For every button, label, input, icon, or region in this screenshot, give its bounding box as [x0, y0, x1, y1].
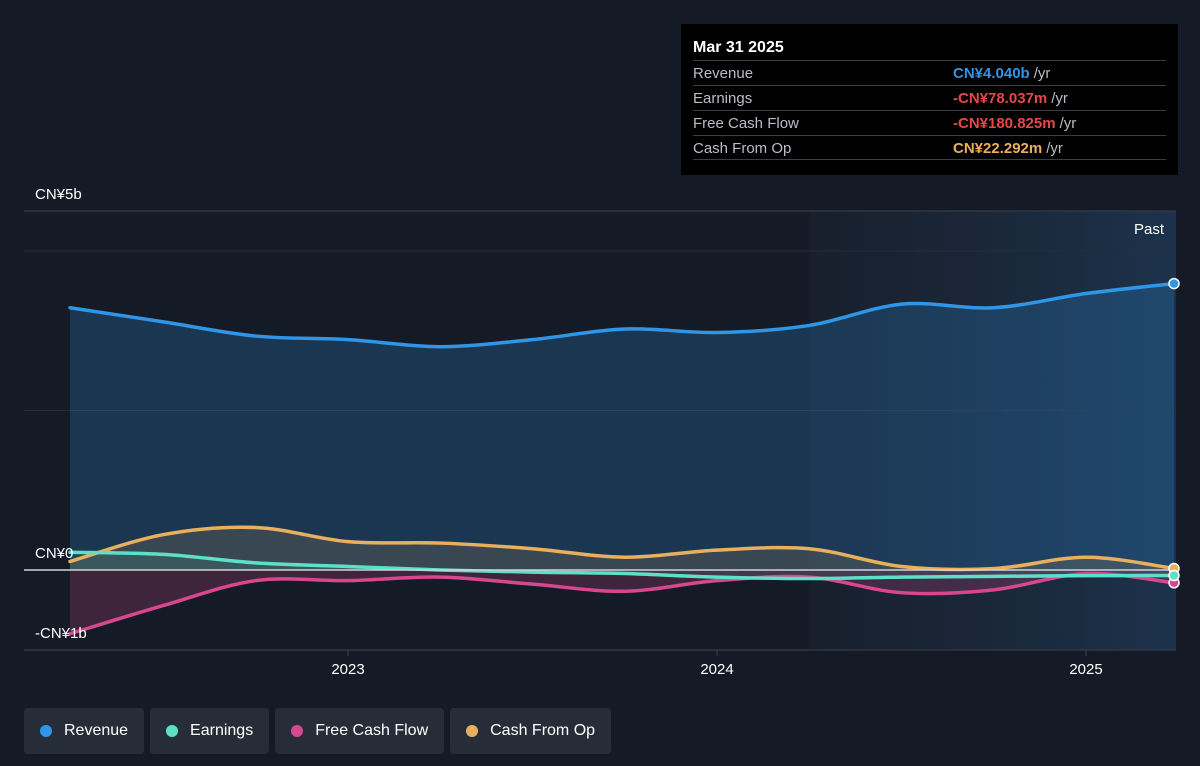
tooltip-unit: /yr: [1046, 140, 1063, 157]
x-tick-label: 2024: [700, 661, 733, 678]
tooltip-value: -CN¥180.825m: [953, 115, 1056, 132]
legend-dot-icon: [40, 725, 52, 737]
legend-dot-icon: [291, 725, 304, 737]
tooltip-date: Mar 31 2025: [693, 39, 784, 56]
tooltip-unit: /yr: [1051, 90, 1068, 107]
legend-item-free-cash-flow[interactable]: Free Cash Flow: [275, 708, 445, 754]
cash-from-op-line: [68, 525, 1176, 572]
tooltip-label: Earnings: [693, 90, 753, 107]
tooltip-value: CN¥22.292m: [953, 140, 1043, 157]
legend-dot-icon: [166, 725, 179, 737]
tooltip-value: -CN¥78.037m: [953, 90, 1048, 107]
tooltip-row-free-cash-flow: Free Cash Flow -CN¥180.825m/yr: [693, 110, 1166, 135]
tooltip-row-earnings: Earnings -CN¥78.037m/yr: [693, 85, 1166, 110]
x-tick-label: 2025: [1069, 661, 1102, 678]
earnings-end-point: [1168, 569, 1180, 582]
free-cash-flow-line: [68, 571, 1176, 636]
cash-from-op-area: [70, 527, 1174, 570]
legend-item-revenue[interactable]: Revenue: [24, 708, 145, 754]
past-label: Past: [1134, 221, 1165, 238]
revenue-area: [70, 283, 1174, 570]
legend-item-earnings[interactable]: Earnings: [150, 708, 270, 754]
tooltip-label: Cash From Op: [693, 140, 792, 157]
legend-label: Cash From Op: [490, 722, 596, 739]
free-cash-flow-area: [70, 570, 1174, 634]
legend: Revenue Earnings Free Cash Flow Cash Fro…: [24, 708, 612, 754]
tooltip-row-cash-from-op: Cash From Op CN¥22.292m/yr: [693, 135, 1166, 160]
legend-dot-icon: [466, 725, 479, 737]
tooltip: Mar 31 2025 Revenue CN¥4.040b/yr Earning…: [681, 24, 1178, 175]
tooltip-value: CN¥4.040b: [953, 65, 1030, 82]
legend-label: Revenue: [64, 722, 129, 739]
tooltip-unit: /yr: [1059, 115, 1077, 132]
tooltip-label: Free Cash Flow: [693, 115, 799, 132]
y-tick-label: CN¥0: [35, 545, 73, 562]
x-tick-label: 2023: [331, 661, 364, 678]
legend-item-cash-from-op[interactable]: Cash From Op: [450, 708, 612, 754]
revenue-end-point: [1168, 277, 1180, 290]
y-tick-label: CN¥5b: [35, 186, 82, 203]
legend-label: Earnings: [190, 722, 254, 739]
y-tick-label: -CN¥1b: [35, 625, 87, 642]
earnings-line: [68, 550, 1176, 581]
tooltip-row-revenue: Revenue CN¥4.040b/yr: [693, 60, 1166, 85]
tooltip-label: Revenue: [693, 65, 754, 82]
revenue-line: [68, 281, 1176, 349]
tooltip-unit: /yr: [1033, 65, 1051, 82]
chart-plot: CN¥5b CN¥0 -CN¥1b 2023 2024 2025 Past: [24, 186, 1180, 678]
legend-label: Free Cash Flow: [315, 722, 429, 739]
earnings-area: [70, 552, 1174, 579]
